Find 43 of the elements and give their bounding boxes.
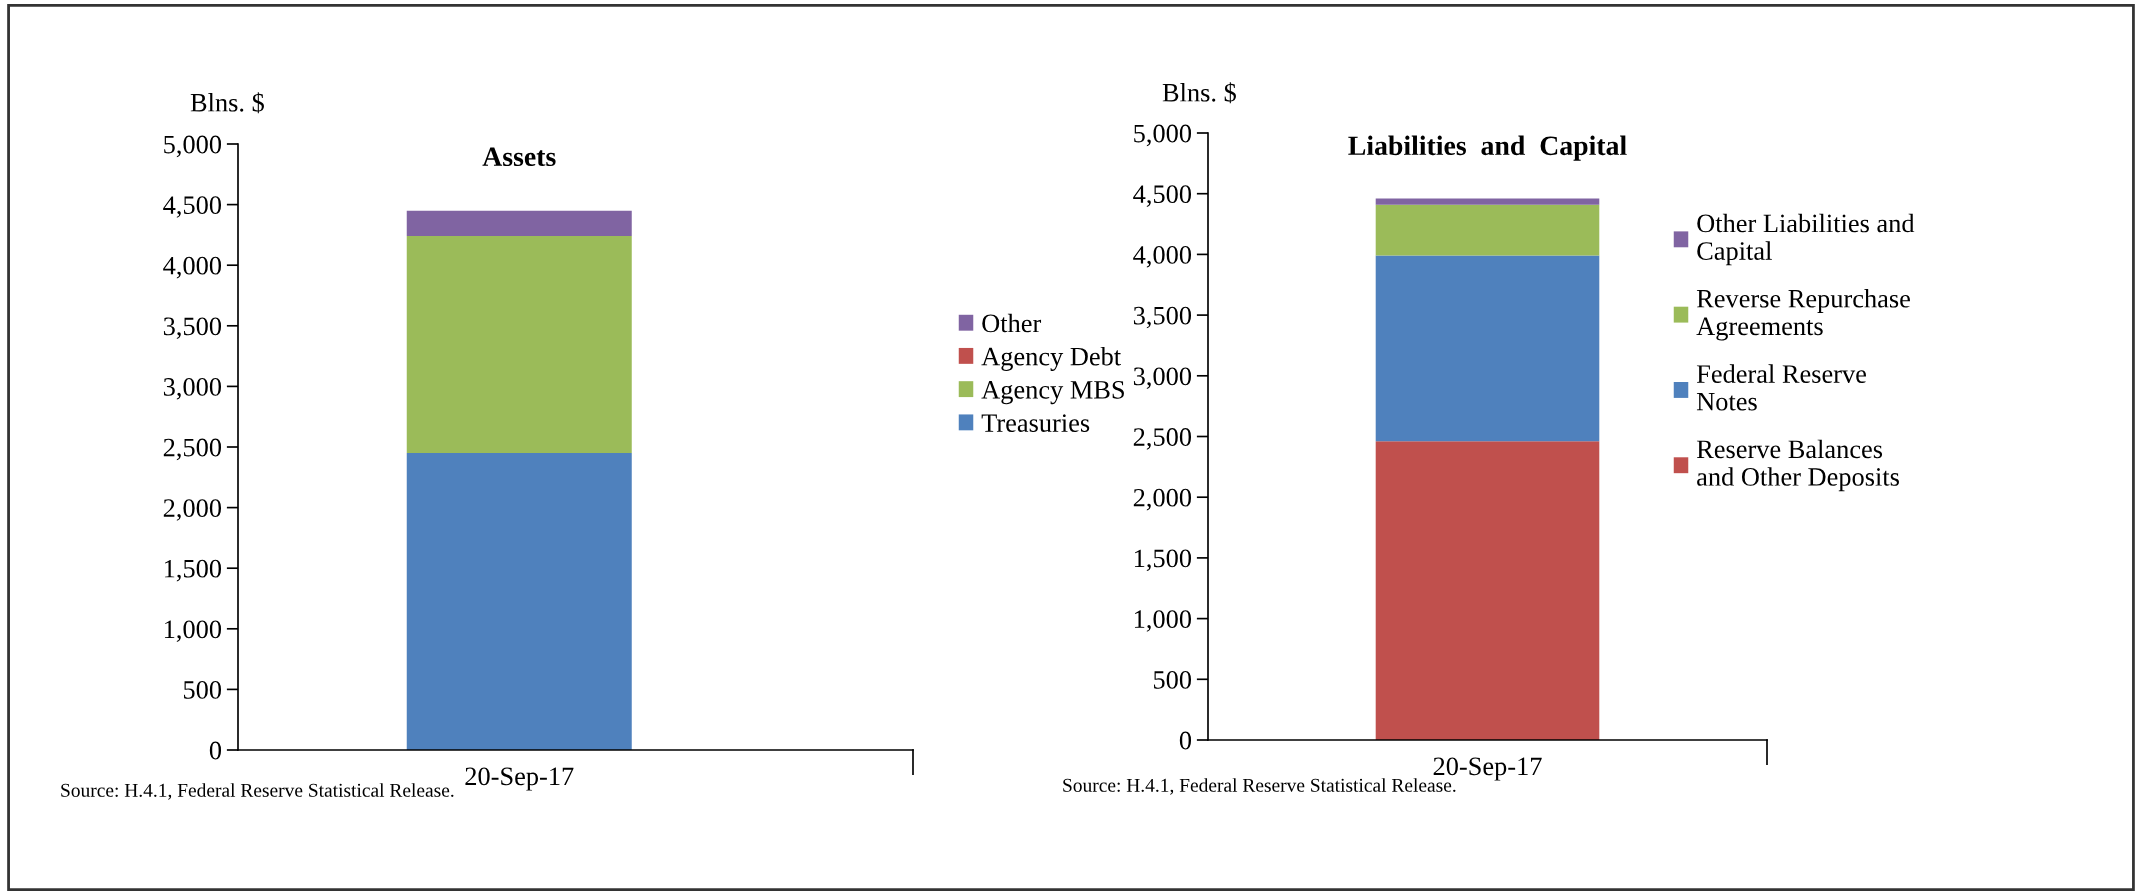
y-tick-label: 3,000 xyxy=(163,378,222,400)
y-tick-label: 4,500 xyxy=(1133,185,1192,207)
bar xyxy=(406,453,632,750)
y-tick-label: 500 xyxy=(183,681,222,699)
y-tick-label: 500 xyxy=(1153,670,1192,689)
y-tick-label: 1,500 xyxy=(164,559,222,582)
y-tick-label: 5,000 xyxy=(164,135,222,158)
y-tick-label: 1,000 xyxy=(1134,610,1192,632)
legend-label: Other xyxy=(982,313,1042,333)
legend-label: Agency Debt xyxy=(981,346,1121,371)
bar xyxy=(1375,204,1600,256)
bar xyxy=(1375,255,1600,442)
legend-label: Other Liabilities and Capital xyxy=(1697,213,1915,266)
y-tick-label: 0 xyxy=(1179,731,1192,750)
y-axis-title: Blns. $ xyxy=(190,92,264,114)
y-tick-label: 5,000 xyxy=(1134,124,1192,147)
y-tick-label: 4,500 xyxy=(163,196,222,218)
y-tick-label: 4,000 xyxy=(163,256,222,279)
chart-title: Liabilities and Capital xyxy=(1348,135,1627,161)
y-tick-label: 3,500 xyxy=(1133,306,1192,329)
legend-label: Treasuries xyxy=(981,414,1090,432)
bar xyxy=(406,236,632,454)
y-tick-label: 4,000 xyxy=(1133,246,1192,268)
y-tick-label: 1,000 xyxy=(164,620,222,643)
bar xyxy=(1375,198,1600,205)
source-note: Source: H.4.1, Federal Reserve Statistical Release. xyxy=(61,783,454,800)
legend-label: Reverse Repurchase Agreements xyxy=(1696,289,1910,341)
legend-label: Agency MBS xyxy=(981,381,1124,405)
y-tick-label: 2,500 xyxy=(163,438,222,461)
y-tick-label: 0 xyxy=(209,741,222,760)
y-tick-label: 2,000 xyxy=(163,499,222,521)
chart-title: Assets xyxy=(482,147,556,167)
y-tick-label: 1,500 xyxy=(1134,549,1192,572)
y-tick-label: 3,500 xyxy=(163,317,222,340)
bar xyxy=(406,210,632,237)
legend-label: Reserve Balances and Other Deposits xyxy=(1696,439,1899,492)
y-axis-title: Blns. $ xyxy=(1162,82,1236,104)
legend-label: Federal Reserve Notes xyxy=(1696,364,1866,411)
y-tick-label: 2,000 xyxy=(1133,488,1192,511)
bar xyxy=(1375,441,1600,740)
y-tick-label: 3,000 xyxy=(1133,367,1192,390)
x-tick-label: 20-Sep-17 xyxy=(465,767,574,791)
y-tick-label: 2,500 xyxy=(1133,428,1192,450)
